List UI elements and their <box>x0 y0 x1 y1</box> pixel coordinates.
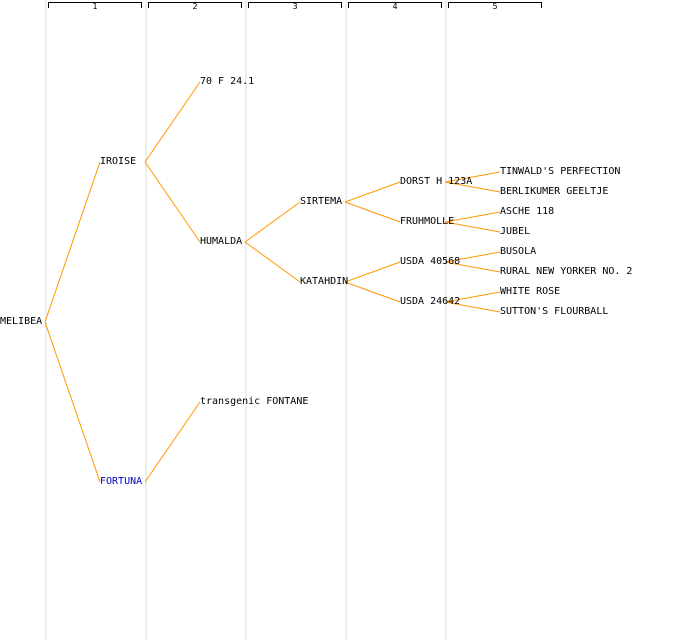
edge-fortuna-fontane <box>144 401 201 483</box>
node-whiterose[interactable]: WHITE ROSE <box>500 286 561 297</box>
node-fontane[interactable]: transgenic FONTANE <box>200 396 309 407</box>
edge-iroise-humalda <box>144 161 201 243</box>
column-number: 5 <box>492 2 498 11</box>
edge-usda24642-whiterose <box>444 291 501 303</box>
column-number: 3 <box>292 2 298 11</box>
edge-melibea-iroise <box>44 161 101 323</box>
node-dorst[interactable]: DORST H 123A <box>400 176 473 187</box>
column-number: 1 <box>92 2 98 11</box>
edge-humalda-sirtema <box>244 201 301 243</box>
edge-sirtema-dorst <box>344 181 401 203</box>
column-number: 2 <box>192 2 198 11</box>
node-asche[interactable]: ASCHE 118 <box>500 206 555 217</box>
node-iroise[interactable]: IROISE <box>100 156 137 167</box>
node-70f[interactable]: 70 F 24.1 <box>200 76 255 87</box>
edge-humalda-katahdin <box>244 241 301 283</box>
node-sirtema[interactable]: SIRTEMA <box>300 196 343 207</box>
node-melibea[interactable]: MELIBEA <box>0 316 43 327</box>
column-header-1: 1 <box>48 0 142 16</box>
edge-usda40568-rural <box>444 261 501 273</box>
edge-usda24642-sutton <box>444 301 501 313</box>
column-guide-4 <box>345 0 347 640</box>
edge-sirtema-fruhmolle <box>344 201 401 223</box>
column-guide-5 <box>445 0 447 640</box>
node-katahdin[interactable]: KATAHDIN <box>300 276 349 287</box>
column-header-2: 2 <box>148 0 242 16</box>
column-guide-3 <box>245 0 247 640</box>
node-usda40568[interactable]: USDA 40568 <box>400 256 461 267</box>
edge-katahdin-usda40568 <box>344 261 401 283</box>
node-tinwald[interactable]: TINWALD'S PERFECTION <box>500 166 621 177</box>
node-busola[interactable]: BUSOLA <box>500 246 537 257</box>
edge-iroise-70f <box>144 81 201 163</box>
node-rural[interactable]: RURAL NEW YORKER NO. 2 <box>500 266 633 277</box>
node-usda24642[interactable]: USDA 24642 <box>400 296 461 307</box>
column-header-5: 5 <box>448 0 542 16</box>
column-header-3: 3 <box>248 0 342 16</box>
node-sutton[interactable]: SUTTON'S FLOURBALL <box>500 306 609 317</box>
edge-fruhmolle-asche <box>444 211 501 223</box>
node-humalda[interactable]: HUMALDA <box>200 236 243 247</box>
column-header-4: 4 <box>348 0 442 16</box>
node-fruhmolle[interactable]: FRUHMOLLE <box>400 216 455 227</box>
column-guide-2 <box>145 0 147 640</box>
node-jubel[interactable]: JUBEL <box>500 226 531 237</box>
edge-melibea-fortuna <box>44 321 101 483</box>
edge-dorst-berlikumer <box>444 181 501 193</box>
column-number: 4 <box>392 2 398 11</box>
edge-fruhmolle-jubel <box>444 221 501 233</box>
edge-usda40568-busola <box>444 251 501 263</box>
edge-dorst-tinwald <box>444 171 501 183</box>
node-berlikumer[interactable]: BERLIKUMER GEELTJE <box>500 186 609 197</box>
node-fortuna[interactable]: FORTUNA <box>100 476 143 487</box>
edge-katahdin-usda24642 <box>344 281 401 303</box>
